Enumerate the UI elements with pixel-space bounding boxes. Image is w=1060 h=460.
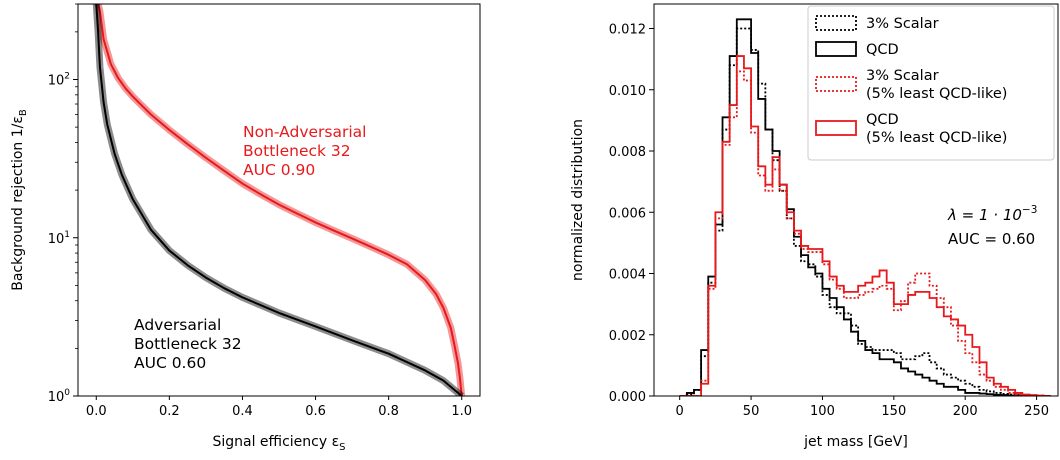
hist-y-ticks: 0.000 0.002 0.004 0.006 0.008 0.010 0.012 — [609, 23, 654, 405]
hist-y-tick-label: 0.006 — [609, 206, 646, 221]
hist-plot-frame — [653, 3, 1059, 397]
roc-chart: 0.0 0.2 0.4 0.6 0.8 1.0 100 101 102 Signal effi… — [10, 3, 481, 453]
legend-swatch — [815, 120, 857, 136]
legend-label: QCD (5% least QCD-like) — [866, 112, 1007, 146]
hist-y-tick-label: 0.002 — [609, 329, 646, 344]
hist-y-tick-label: 0.010 — [609, 84, 646, 99]
roc-y-tick-label: 100 — [48, 388, 71, 405]
legend-box — [807, 5, 1055, 161]
legend-label: QCD — [866, 42, 899, 58]
jet-mass-histogram: 0 50 100 150 200 250 0.0000.0020.0040.0060.00… — [570, 3, 1059, 450]
roc-curves — [92, 4, 466, 396]
roc-x-axis-label: Signal efficiency εS — [212, 434, 345, 453]
roc-y-axis-label: Background rejection 1/εB — [10, 109, 29, 291]
roc-x-tick-label: 0.6 — [305, 404, 326, 419]
hist-series-1 — [679, 18, 1051, 396]
adversarial-annotation: Adversarial Bottleneck 32 AUC 0.60 — [134, 316, 247, 372]
hist-x-axis-label: jet mass [GeV] — [803, 434, 908, 450]
roc-curve-1 — [95, 4, 463, 396]
legend-label: 3% Scalar — [866, 16, 939, 32]
roc-plot-frame — [77, 3, 481, 397]
hist-y-tick-label: 0.012 — [609, 23, 646, 38]
roc-x-tick-label: 0.4 — [232, 404, 253, 419]
hist-x-ticks: 0 50 100 150 200 250 — [676, 396, 1049, 419]
hist-x-tick-label: 250 — [1024, 404, 1049, 419]
hist-series-2 — [679, 70, 1051, 396]
hist-y-axis-label: normalized distribution — [570, 119, 586, 281]
hist-series-0 — [679, 27, 1051, 396]
non-adversarial-annotation: Non-Adversarial Bottleneck 32 AUC 0.90 — [243, 123, 371, 179]
roc-x-tick-label: 0.2 — [159, 404, 180, 419]
roc-y-ticks: 100 101 102 — [48, 3, 78, 405]
hist-y-tick-label: 0.008 — [609, 145, 646, 160]
roc-x-tick-label: 0.8 — [378, 404, 399, 419]
hist-series-3 — [679, 55, 1051, 396]
hist-x-tick-label: 100 — [810, 404, 835, 419]
hist-x-tick-label: 200 — [953, 404, 978, 419]
roc-x-tick-label: 1.0 — [451, 404, 472, 419]
legend: 3% Scalar QCD 3% Scalar (5% least QCD-like)… — [807, 5, 1055, 161]
legend-label: 3% Scalar (5% least QCD-like) — [866, 68, 1007, 102]
hist-y-tick-label: 0.004 — [609, 268, 646, 283]
lambda-annotation: λ = 1 · 10−3 — [947, 204, 1037, 224]
legend-swatch — [815, 15, 857, 31]
roc-y-tick-label: 102 — [48, 72, 70, 89]
roc-y-tick-label: 101 — [48, 230, 70, 247]
auc-annotation: AUC = 0.60 — [948, 230, 1035, 248]
hist-x-tick-label: 50 — [743, 404, 760, 419]
hist-x-tick-label: 150 — [881, 404, 906, 419]
roc-x-tick-label: 0.0 — [86, 404, 107, 419]
hist-x-tick-label: 0 — [676, 404, 684, 419]
histogram-series — [679, 18, 1051, 396]
hist-y-tick-label: 0.000 — [609, 390, 646, 405]
legend-swatch — [815, 41, 857, 57]
legend-swatch — [815, 76, 857, 92]
roc-x-ticks: 0.0 0.2 0.4 0.6 0.8 1.0 — [86, 396, 472, 419]
roc-curve-0 — [97, 4, 463, 396]
